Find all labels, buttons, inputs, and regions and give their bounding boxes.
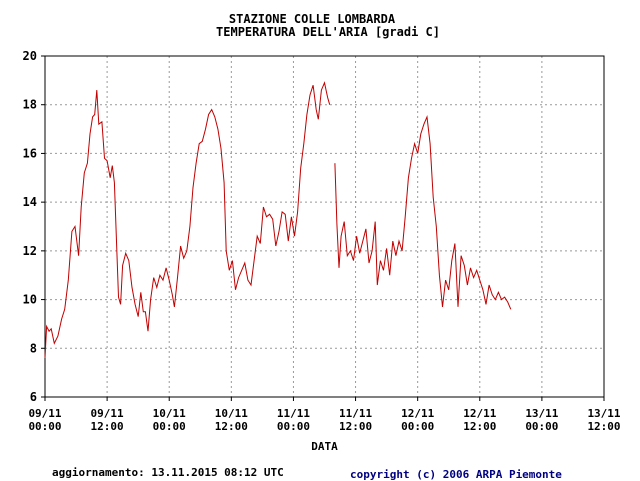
x-tick-label: 00:00 xyxy=(277,420,310,433)
y-tick-label: 6 xyxy=(30,390,37,404)
x-tick-label: 12:00 xyxy=(339,420,372,433)
x-tick-label: 10/11 xyxy=(153,407,186,420)
plot-frame xyxy=(44,55,605,398)
temperature-line-segment-1 xyxy=(44,81,331,359)
x-tick-label: 11/11 xyxy=(277,407,310,420)
x-tick-label: 00:00 xyxy=(401,420,434,433)
x-tick-label: 12:00 xyxy=(215,420,248,433)
y-tick-label: 18 xyxy=(23,98,37,112)
x-tick-label: 12:00 xyxy=(463,420,496,433)
x-tick-label: 13/11 xyxy=(525,407,558,420)
y-tick-label: 8 xyxy=(30,341,37,355)
y-tick-label: 20 xyxy=(23,49,37,63)
x-tick-label: 00:00 xyxy=(28,420,61,433)
x-axis-label: DATA xyxy=(311,440,338,453)
x-tick-label: 12/11 xyxy=(401,407,434,420)
y-tick-label: 10 xyxy=(23,293,37,307)
y-tick-label: 14 xyxy=(23,195,37,209)
copyright-notice: copyright (c) 2006 ARPA Piemonte xyxy=(350,468,562,481)
x-tick-label: 09/11 xyxy=(91,407,124,420)
x-tick-label: 00:00 xyxy=(153,420,186,433)
x-tick-label: 13/11 xyxy=(587,407,620,420)
x-tick-label: 00:00 xyxy=(525,420,558,433)
x-tick-label: 09/11 xyxy=(28,407,61,420)
y-tick-label: 12 xyxy=(23,244,37,258)
chart-subtitle: TEMPERATURA DELL'ARIA [gradi C] xyxy=(216,25,440,39)
update-timestamp: aggiornamento: 13.11.2015 08:12 UTC xyxy=(52,466,284,479)
x-tick-label: 10/11 xyxy=(215,407,248,420)
y-tick-label: 16 xyxy=(23,146,37,160)
x-tick-label: 12:00 xyxy=(91,420,124,433)
x-tick-label: 11/11 xyxy=(339,407,372,420)
x-tick-label: 12:00 xyxy=(587,420,620,433)
x-tick-label: 12/11 xyxy=(463,407,496,420)
temperature-line-segment-2 xyxy=(334,114,512,310)
chart-title: STAZIONE COLLE LOMBARDA xyxy=(229,12,396,26)
